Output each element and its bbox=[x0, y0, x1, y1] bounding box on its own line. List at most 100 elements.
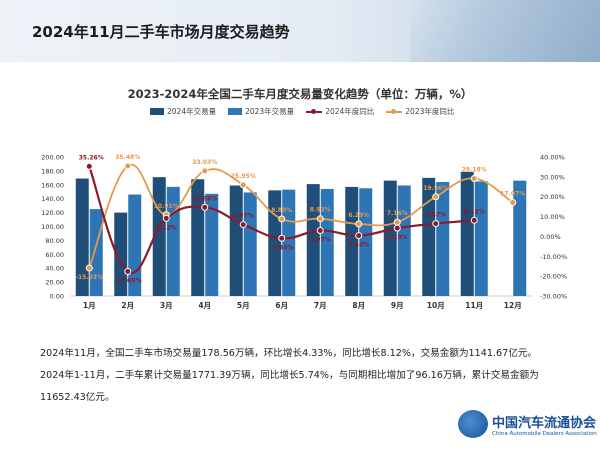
point-2023-yoy bbox=[85, 264, 93, 272]
point-2023-yoy bbox=[278, 215, 286, 223]
data-label-2023-yoy: 8.80% bbox=[271, 207, 292, 214]
legend-item-2024-yoy: 2024年度同比 bbox=[306, 106, 374, 117]
bar-2023 bbox=[243, 192, 257, 296]
data-label-2024-yoy: 2.97% bbox=[310, 237, 331, 244]
line-2024-yoy bbox=[88, 166, 475, 274]
x-axis-tick: 2月 bbox=[121, 301, 134, 310]
point-2024-yoy bbox=[162, 214, 170, 222]
point-2023-yoy bbox=[239, 181, 247, 189]
point-2024-yoy bbox=[201, 203, 209, 211]
point-2023-yoy bbox=[509, 199, 517, 207]
right-axis-tick: 20.00% bbox=[540, 193, 565, 201]
legend-item-2023-volume: 2023年交易量 bbox=[228, 106, 294, 117]
bar-2024 bbox=[114, 212, 128, 296]
bar-2024 bbox=[191, 179, 205, 296]
bar-2024 bbox=[229, 185, 243, 296]
point-2024-yoy bbox=[239, 221, 247, 229]
left-axis-tick: 80.00 bbox=[45, 237, 64, 245]
right-axis-tick: 40.00% bbox=[540, 154, 565, 162]
bar-2024 bbox=[422, 177, 436, 296]
point-2024-yoy bbox=[124, 267, 132, 275]
right-axis-tick: -30.00% bbox=[540, 293, 567, 301]
x-axis-tick: 1月 bbox=[83, 301, 96, 310]
data-label-2024-yoy: 14.66% bbox=[192, 195, 217, 202]
bar-2023 bbox=[397, 185, 411, 296]
left-axis-tick: 60.00 bbox=[45, 251, 64, 259]
legend-label: 2024年交易量 bbox=[167, 107, 217, 116]
data-label-2024-yoy: 9.12% bbox=[156, 224, 177, 231]
point-2023-yoy bbox=[355, 220, 363, 228]
left-axis-tick: 100.00 bbox=[41, 223, 64, 231]
point-2024-yoy bbox=[316, 227, 324, 235]
legend-label: 2023年交易量 bbox=[245, 107, 295, 116]
point-2023-yoy bbox=[432, 193, 440, 201]
header-banner: 2024年11月二手车市场月度交易趋势 bbox=[0, 0, 600, 62]
x-axis-tick: 12月 bbox=[504, 301, 522, 310]
right-axis-tick: -10.00% bbox=[540, 253, 567, 261]
bar-2023 bbox=[89, 209, 103, 296]
point-2024-yoy bbox=[393, 224, 401, 232]
legend-label: 2024年度同比 bbox=[325, 107, 375, 116]
point-2024-yoy bbox=[85, 162, 93, 170]
bar-2024 bbox=[460, 171, 474, 296]
left-axis-tick: 160.00 bbox=[41, 181, 64, 189]
summary-line-2: 2024年1-11月，二手车累计交易量1771.39万辆，同比增长5.74%，与… bbox=[40, 370, 539, 403]
bar-2024 bbox=[383, 180, 397, 296]
left-axis-tick: 180.00 bbox=[41, 167, 64, 175]
summary-line-1: 2024年11月，全国二手车市场交易量178.56万辆，环比增长4.33%，同比… bbox=[40, 348, 538, 359]
chart-title: 2023-2024年全国二手车月度交易量变化趋势（单位：万辆，%） bbox=[127, 87, 473, 101]
legend-label: 2023年度同比 bbox=[405, 107, 455, 116]
data-label-2023-yoy: -15.93% bbox=[76, 274, 103, 281]
data-label-2023-yoy: 17.07% bbox=[500, 191, 525, 198]
bar-2023 bbox=[513, 180, 527, 296]
right-axis-tick: 30.00% bbox=[540, 173, 565, 181]
data-label-2023-yoy: 29.18% bbox=[462, 166, 487, 173]
x-axis-tick: 5月 bbox=[237, 301, 250, 310]
chart: 0.00 20.00 40.00 60.00 80.00 100.00 120.00 140.… bbox=[41, 154, 567, 311]
legend-item-2024-volume: 2024年交易量 bbox=[150, 106, 216, 117]
point-2024-yoy bbox=[278, 234, 286, 242]
point-2023-yoy bbox=[393, 218, 401, 226]
x-axis-tick: 7月 bbox=[314, 301, 327, 310]
data-label-2024-yoy: -0.93% bbox=[270, 244, 293, 251]
data-label-2024-yoy: 4.19% bbox=[387, 234, 408, 241]
data-label-2023-yoy: 10.91% bbox=[154, 203, 179, 210]
x-axis-tick: 6月 bbox=[275, 301, 288, 310]
bar-2023 bbox=[474, 181, 488, 296]
data-label-2023-yoy: 6.29% bbox=[348, 212, 369, 219]
legend: 2024年交易量 2023年交易量 2024年度同比 2023年度同比 bbox=[150, 106, 454, 117]
x-axis-tick: 4月 bbox=[198, 301, 211, 310]
left-axis-tick: 140.00 bbox=[41, 195, 64, 203]
cada-logo-icon bbox=[458, 410, 488, 438]
bar-2023 bbox=[436, 182, 450, 296]
left-axis-tick: 40.00 bbox=[45, 265, 64, 273]
x-axis-tick: 8月 bbox=[352, 301, 365, 310]
point-2023-yoy bbox=[201, 167, 209, 175]
right-axis-tick: 10.00% bbox=[540, 213, 565, 221]
left-axis-tick: 0.00 bbox=[50, 293, 64, 301]
point-2023-yoy bbox=[470, 174, 478, 182]
right-axis-tick: 0.00% bbox=[540, 233, 561, 241]
left-axis-tick: 200.00 bbox=[41, 154, 64, 162]
data-label-2023-yoy: 25.95% bbox=[231, 173, 256, 180]
legend-item-2023-yoy: 2023年度同比 bbox=[386, 106, 454, 117]
point-2024-yoy bbox=[355, 232, 363, 240]
point-2024-yoy bbox=[432, 220, 440, 228]
logo-cn: 中国汽车流通协会 bbox=[492, 415, 597, 431]
data-label-2023-yoy: 35.48% bbox=[115, 154, 140, 161]
point-2023-yoy bbox=[124, 162, 132, 170]
x-axis-tick: 9月 bbox=[391, 301, 404, 310]
x-axis-tick: 11月 bbox=[465, 301, 483, 310]
cada-logo: 中国汽车流通协会 China Automobile Dealers Associ… bbox=[458, 410, 597, 438]
data-label-2023-yoy: 8.93% bbox=[310, 207, 331, 214]
bar-2024 bbox=[75, 178, 89, 296]
left-axis-tick: 20.00 bbox=[45, 279, 64, 287]
bar-2023 bbox=[359, 188, 373, 296]
data-label-2024-yoy: 8.12% bbox=[464, 208, 485, 215]
bar-2023 bbox=[320, 188, 334, 296]
point-2024-yoy bbox=[470, 216, 478, 224]
bar-2024 bbox=[306, 184, 320, 296]
bar-2024 bbox=[345, 186, 359, 296]
page-title: 2024年11月二手车市场月度交易趋势 bbox=[32, 23, 290, 41]
logo-en: China Automobile Dealers Association bbox=[492, 430, 597, 437]
